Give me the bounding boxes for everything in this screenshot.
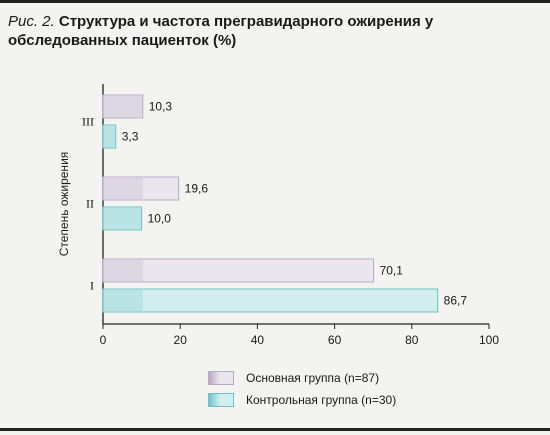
legend-swatch-control-group bbox=[208, 393, 234, 407]
category-label: II bbox=[86, 197, 94, 211]
bar-value-label: 19,6 bbox=[185, 182, 209, 196]
category-label: III bbox=[82, 115, 94, 129]
bar-value-label: 10,0 bbox=[148, 212, 172, 226]
bar-value-label: 86,7 bbox=[444, 294, 468, 308]
x-tick-label: 60 bbox=[328, 333, 342, 347]
figure-number: Рис. 2. bbox=[8, 13, 55, 30]
legend-item-main-group: Основная группа (n=87) bbox=[208, 370, 396, 386]
x-tick-label: 80 bbox=[405, 333, 419, 347]
figure-caption: Рис. 2. Структура и частота прегравидарн… bbox=[8, 12, 528, 50]
legend-label-main-group: Основная группа (n=87) bbox=[246, 371, 380, 385]
bar-control-group bbox=[102, 124, 117, 149]
bar-shade bbox=[103, 290, 143, 311]
bar-main-group bbox=[102, 94, 144, 119]
bar-value-label: 10,3 bbox=[149, 100, 173, 114]
bar-value-label: 3,3 bbox=[122, 130, 139, 144]
x-tick-label: 0 bbox=[100, 333, 107, 347]
x-tick-label: 100 bbox=[479, 333, 499, 347]
figure-title: Структура и частота прегравидарного ожир… bbox=[8, 13, 434, 49]
bar-control-group bbox=[102, 288, 439, 313]
y-axis-title: Степень ожирения bbox=[57, 152, 71, 257]
legend: Основная группа (n=87) Контрольная групп… bbox=[208, 370, 396, 414]
bar-main-group bbox=[102, 176, 180, 201]
legend-label-control-group: Контрольная группа (n=30) bbox=[246, 393, 397, 407]
bar-shade bbox=[103, 208, 142, 229]
x-tick-label: 40 bbox=[251, 333, 265, 347]
x-tick-label: 20 bbox=[174, 333, 188, 347]
bar-shade bbox=[103, 126, 116, 147]
top-rule bbox=[0, 0, 550, 3]
bar-control-group bbox=[102, 206, 143, 231]
bar-shade bbox=[103, 260, 143, 281]
bar-main-group bbox=[102, 258, 375, 283]
bar-shade bbox=[103, 96, 143, 117]
bar-value-label: 70,1 bbox=[380, 264, 404, 278]
bar-shade bbox=[103, 178, 143, 199]
category-label: I bbox=[90, 279, 94, 293]
legend-item-control-group: Контрольная группа (n=30) bbox=[208, 392, 396, 408]
bottom-rule bbox=[0, 428, 550, 431]
legend-swatch-main-group bbox=[208, 371, 234, 385]
